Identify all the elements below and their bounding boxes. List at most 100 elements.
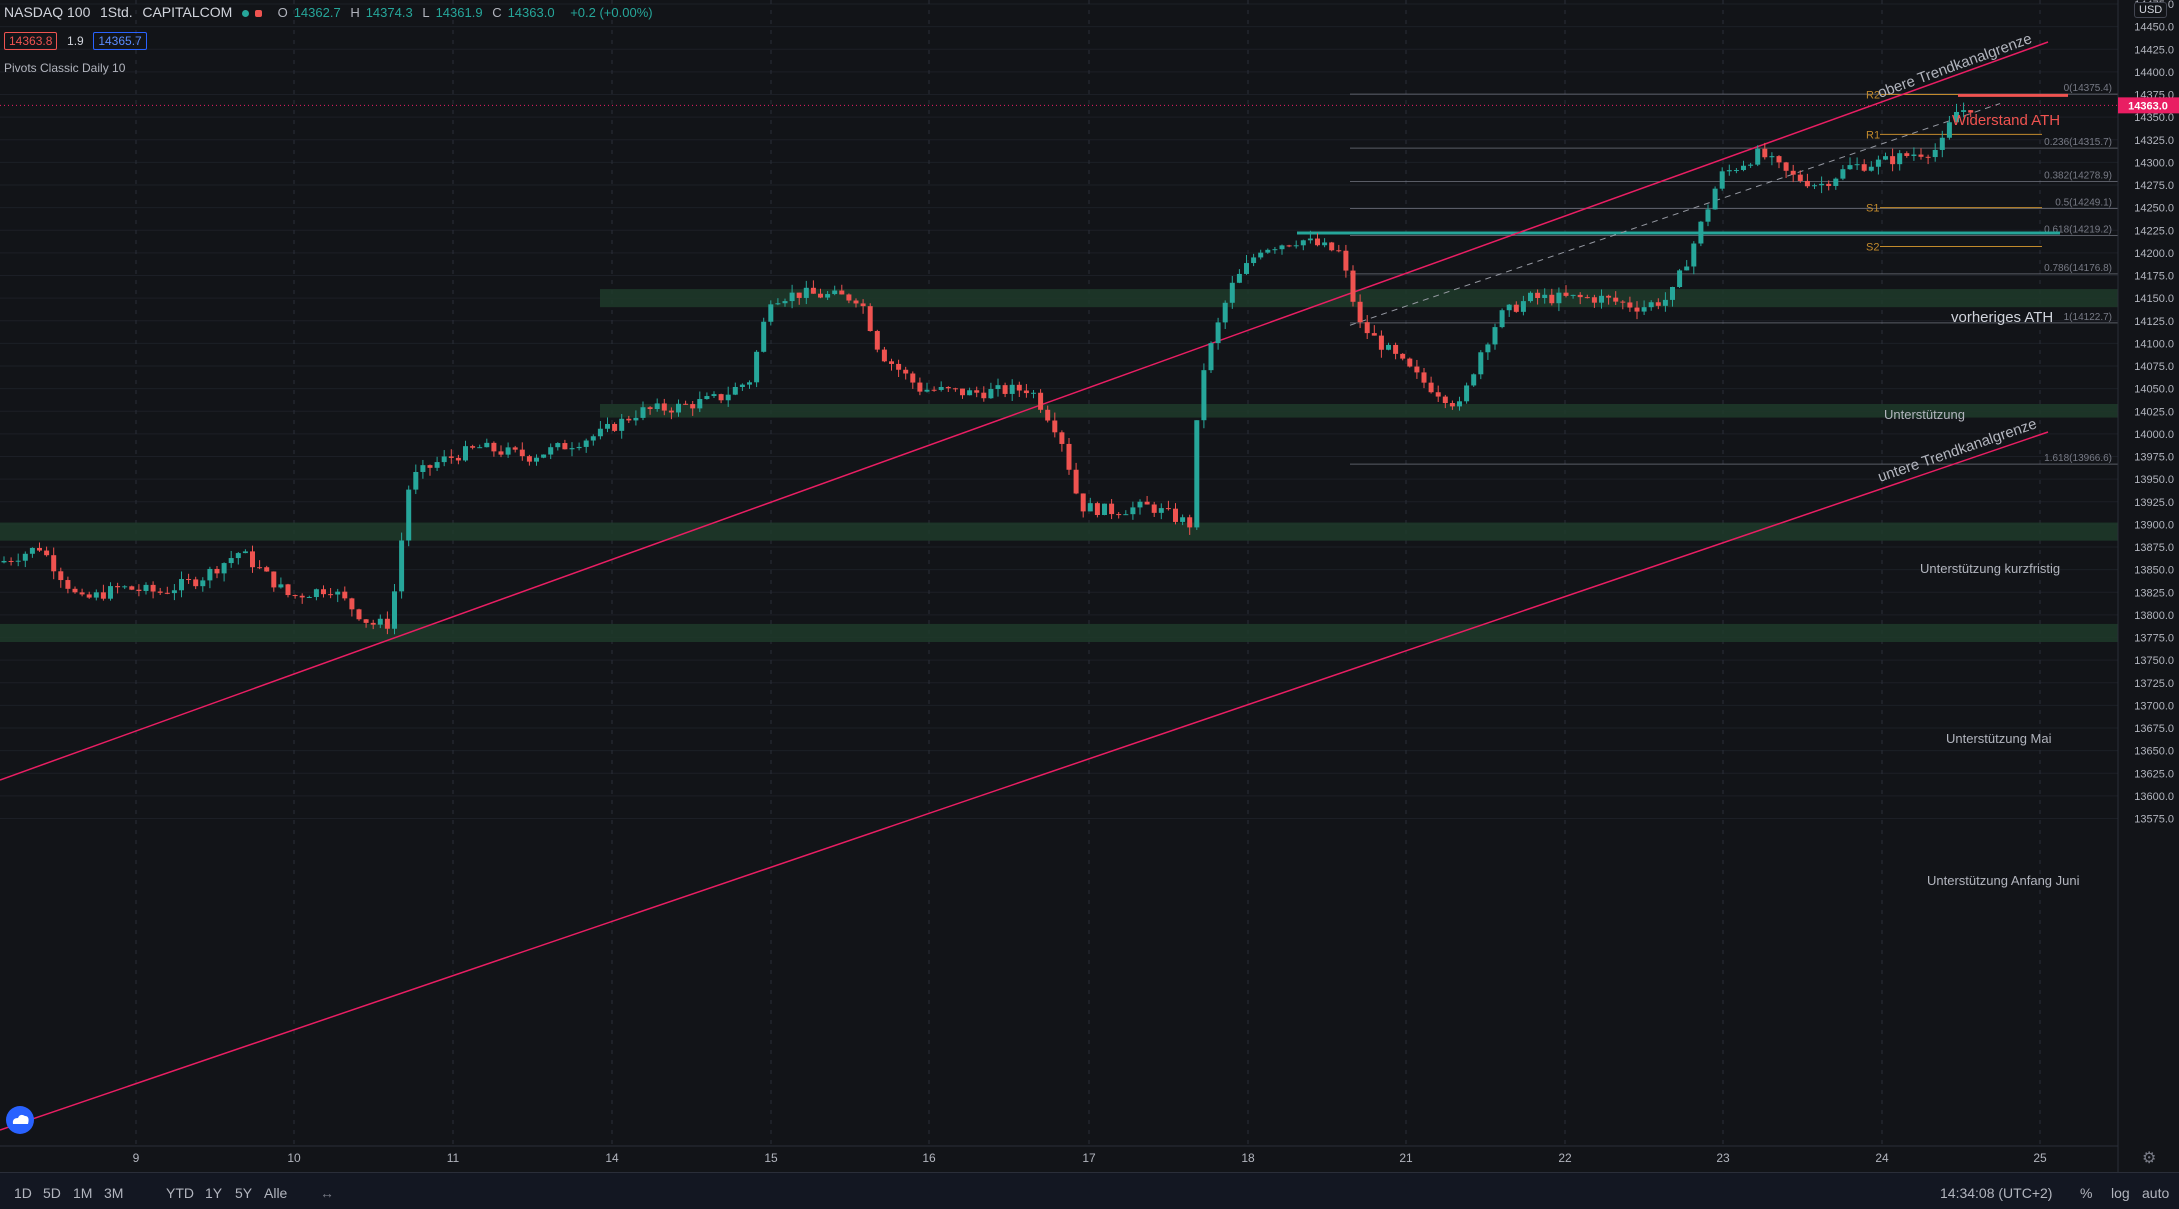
candle-body [1116, 514, 1122, 516]
candle-body [1733, 170, 1739, 172]
candle-body [952, 388, 958, 390]
price-axis-bg [2118, 0, 2179, 1172]
candle-body [1407, 358, 1413, 367]
range-1d[interactable]: 1D [14, 1185, 32, 1201]
candle-body [881, 349, 887, 362]
candle-body [668, 410, 674, 413]
low-value: 14361.9 [435, 5, 483, 20]
tradingview-logo-icon[interactable] [6, 1106, 34, 1134]
candle-body [647, 407, 653, 410]
spread-value: 1.9 [67, 34, 84, 48]
low-label: L [422, 5, 430, 20]
candle-body [1939, 137, 1945, 150]
candle-body [633, 417, 639, 421]
range-ytd[interactable]: YTD [166, 1185, 194, 1201]
candle-body [72, 588, 78, 593]
candle-body [1833, 178, 1839, 186]
time-tick: 10 [287, 1151, 301, 1165]
candle-body [1215, 322, 1221, 344]
candlesticks [1, 102, 1974, 635]
time-tick: 22 [1558, 1151, 1572, 1165]
interval-label[interactable]: 1Std. [100, 4, 133, 20]
candle-body [108, 586, 113, 599]
sell-button[interactable]: 14363.8 [4, 32, 58, 50]
candle-body [1, 560, 7, 563]
range-1m[interactable]: 1M [73, 1185, 93, 1201]
price-tick: 14175.0 [2134, 271, 2174, 283]
open-label: O [277, 5, 288, 20]
bottom-toolbar: 1D 5D 1M 3M YTD 1Y 5Y Alle ↔ 14:34:08 (U… [0, 1172, 2179, 1209]
candle-body [228, 558, 234, 564]
candle-body [832, 290, 838, 295]
candle-body [1300, 240, 1306, 246]
percent-toggle[interactable]: % [2080, 1185, 2093, 1201]
currency-badge[interactable]: USD [2134, 2, 2168, 18]
candle-body [597, 428, 603, 437]
candle-body [271, 571, 277, 588]
candle-body [931, 389, 937, 391]
candle-body [58, 571, 64, 581]
candle-body [1400, 353, 1406, 359]
candle-body [1464, 385, 1470, 402]
candle-body [782, 301, 788, 304]
clock[interactable]: 14:34:08 (UTC+2) [1940, 1185, 2053, 1201]
candle-body [164, 592, 170, 594]
price-tick: 14450.0 [2134, 22, 2174, 34]
candle-body [711, 394, 717, 397]
candle-body [136, 589, 142, 591]
price-tick: 13750.0 [2134, 655, 2174, 667]
price-tick: 14125.0 [2134, 316, 2174, 328]
candle-body [974, 390, 980, 393]
fib-label: 0(14375.4) [2064, 83, 2112, 94]
candle-body [583, 440, 589, 447]
price-tick: 13975.0 [2134, 452, 2174, 464]
symbol-name[interactable]: NASDAQ 100 [4, 4, 91, 20]
candle-body [115, 586, 121, 588]
candle-body [342, 591, 348, 599]
fib-label: 1.618(13966.6) [2044, 453, 2112, 464]
candle-body [541, 454, 547, 458]
candle-body [8, 560, 14, 562]
price-tick: 13675.0 [2134, 723, 2174, 735]
price-tick: 14225.0 [2134, 225, 2174, 237]
settings-gear-icon[interactable]: ⚙ [2142, 1150, 2157, 1167]
candle-body [299, 595, 305, 598]
candle-body [910, 373, 916, 383]
candle-body [1655, 302, 1661, 306]
candle-body [1428, 382, 1434, 393]
candle-body [1897, 153, 1903, 165]
lower-channel-label: untere Trendkanalgrenze [1876, 415, 2039, 485]
log-toggle[interactable]: log [2111, 1185, 2130, 1201]
candle-body [448, 456, 454, 458]
candle-body [1386, 344, 1391, 350]
indicator-legend[interactable]: Pivots Classic Daily 10 [4, 61, 126, 75]
range-all[interactable]: Alle [264, 1185, 288, 1201]
candle-body [328, 594, 334, 596]
price-tick: 13825.0 [2134, 587, 2174, 599]
range-5d[interactable]: 5D [43, 1185, 61, 1201]
candle-body [1485, 344, 1491, 353]
candle-body [1797, 174, 1803, 181]
pivot-label: S2 [1866, 242, 1879, 254]
candle-body [1002, 385, 1008, 394]
price-tick: 13875.0 [2134, 542, 2174, 554]
date-range-icon[interactable]: ↔ [320, 1185, 334, 1201]
fib-trend-line [1349, 103, 2001, 326]
candle-body [491, 442, 497, 452]
auto-toggle[interactable]: auto [2142, 1185, 2170, 1201]
candle-body [313, 589, 319, 598]
candle-body [526, 456, 532, 462]
buy-button[interactable]: 14365.7 [93, 32, 147, 50]
candle-body [1208, 343, 1214, 371]
candle-body [51, 555, 57, 572]
candle-body [1662, 299, 1668, 306]
candle-body [619, 418, 625, 431]
range-1y[interactable]: 1Y [205, 1185, 223, 1201]
range-3m[interactable]: 3M [104, 1185, 124, 1201]
candle-body [796, 292, 802, 298]
range-5y[interactable]: 5Y [235, 1185, 253, 1201]
candle-body [1684, 266, 1690, 271]
candle-body [1102, 503, 1107, 516]
candle-body [789, 292, 795, 302]
